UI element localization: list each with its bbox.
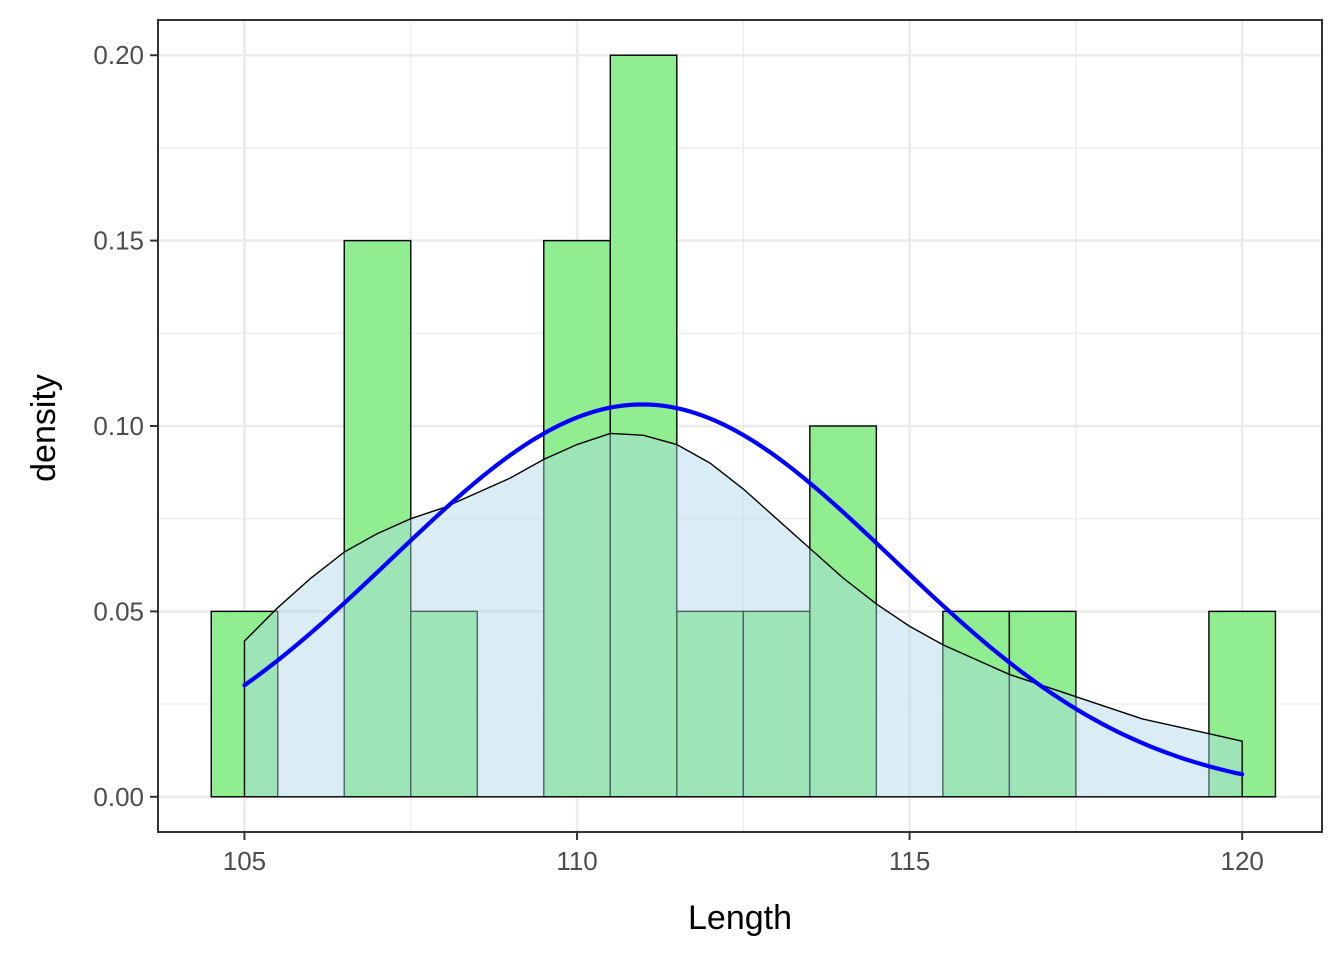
density-area-shape [243, 432, 1243, 798]
histogram-bar [343, 239, 412, 798]
histogram-bar [543, 239, 611, 798]
x-axis-title: Length [688, 899, 792, 937]
normal-curve-line [242, 402, 1245, 777]
normal-curve [242, 402, 1245, 777]
histogram-bar [410, 610, 478, 798]
y-tick-label: 0.10 [93, 411, 144, 441]
x-tick-label: 120 [1220, 846, 1263, 876]
y-axis-ticks: 0.00 0.05 0.10 0.15 0.20 [93, 40, 158, 812]
x-tick-label: 110 [556, 846, 597, 876]
y-axis-title: density [25, 374, 63, 482]
histogram-bar [942, 610, 1011, 798]
histogram-bar [609, 54, 678, 798]
density-area [243, 432, 1243, 798]
histogram-bar [742, 610, 811, 798]
y-tick-label: 0.00 [93, 782, 144, 812]
x-tick-label: 115 [889, 846, 930, 876]
x-axis-ticks: 105 110 115 120 [223, 832, 1264, 876]
y-tick-label: 0.15 [93, 226, 144, 256]
y-tick-label: 0.05 [93, 596, 144, 626]
histogram-bars [210, 54, 1277, 798]
y-tick-label: 0.20 [93, 40, 144, 70]
histogram-bar [809, 425, 878, 798]
x-tick-label: 105 [223, 846, 266, 876]
